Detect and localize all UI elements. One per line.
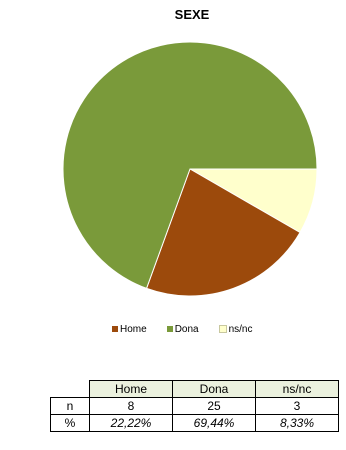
table-cell: 8,33% [255,414,339,432]
table-header-dona: Dona [172,380,256,398]
table-cell: 3 [255,397,339,415]
table-cell: 69,44% [172,414,256,432]
legend-swatch-nsnc [218,325,227,333]
chart-title: SEXE [174,7,210,22]
legend-label-nsnc: ns/nc [228,323,253,335]
legend-label-dona: Dona [174,323,199,335]
table-header-nsnc: ns/nc [255,380,339,398]
slice-home [145,168,301,297]
legend-item-dona: Dona [166,323,199,335]
legend-label-home: Home [120,323,147,335]
legend: Home Dona ns/nc [112,322,253,336]
summary-table: Home Dona ns/nc n 8 25 3 % 22,22% 69,44%… [50,380,339,432]
table-corner [50,380,90,398]
legend-swatch-home [112,326,118,332]
table-row-n: n 8 25 3 [50,397,339,415]
table-row-label: % [50,414,90,432]
legend-item-home: Home [112,324,147,335]
table-row-label: n [50,397,90,415]
legend-item-nsnc: ns/nc [218,323,253,335]
table-cell: 8 [89,397,173,415]
legend-swatch-dona [166,326,173,332]
slice-dona [62,41,318,289]
table-row-pct: % 22,22% 69,44% 8,33% [50,414,339,432]
pie-chart [62,41,318,297]
table-cell: 22,22% [89,414,173,432]
table-header-row: Home Dona ns/nc [50,380,339,398]
table-header-home: Home [89,380,173,398]
table-cell: 25 [172,397,256,415]
